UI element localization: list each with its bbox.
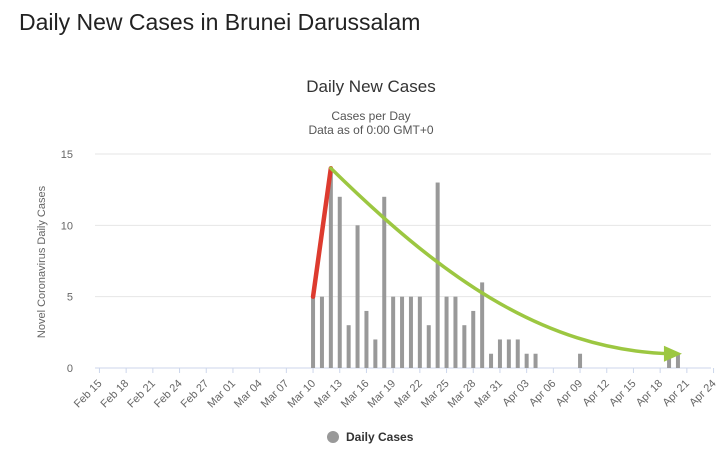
bar xyxy=(382,196,387,368)
bar xyxy=(408,296,413,368)
x-tick-label: Apr 03 xyxy=(500,378,531,409)
bar xyxy=(373,339,378,368)
x-tick-label: Apr 09 xyxy=(554,378,585,409)
trend-annotations xyxy=(310,166,682,362)
x-tick-label: Mar 22 xyxy=(392,378,425,411)
legend[interactable]: Daily Cases xyxy=(327,430,414,444)
x-tick-label: Feb 21 xyxy=(125,378,158,411)
bar xyxy=(515,339,520,368)
bar xyxy=(471,310,476,368)
bar xyxy=(337,196,342,368)
x-tick-label: Apr 21 xyxy=(661,378,692,409)
x-tick-label: Mar 19 xyxy=(366,378,399,411)
legend-label: Daily Cases xyxy=(346,430,414,444)
y-axis-ticks: 0 5 10 15 xyxy=(61,149,73,375)
page-heading: Daily New Cases in Brunei Darussalam xyxy=(19,9,421,35)
x-tick-label: Mar 13 xyxy=(312,378,345,411)
bar xyxy=(435,182,440,368)
rise-trend-line xyxy=(310,166,334,299)
x-tick-label: Mar 01 xyxy=(205,378,238,411)
x-tick-label: Mar 25 xyxy=(419,378,452,411)
bar xyxy=(328,168,333,368)
bar xyxy=(364,310,369,368)
bar xyxy=(497,339,502,368)
x-tick-label: Feb 27 xyxy=(179,378,212,411)
x-tick-label: Apr 15 xyxy=(607,378,638,409)
x-tick-label: Apr 06 xyxy=(527,378,558,409)
x-tick-label: Feb 18 xyxy=(99,378,132,411)
chart-subtitle-line-1: Cases per Day xyxy=(331,109,410,123)
x-tick-label: Mar 07 xyxy=(259,378,292,411)
bar xyxy=(426,325,431,368)
x-tick-label: Mar 28 xyxy=(446,378,479,411)
bar xyxy=(346,325,351,368)
bar xyxy=(400,296,405,368)
x-tick-label: Mar 04 xyxy=(232,378,265,411)
bar xyxy=(667,353,672,368)
bar xyxy=(355,225,360,368)
x-tick-label: Apr 18 xyxy=(634,378,665,409)
x-tick-label: Feb 24 xyxy=(152,378,185,411)
bar xyxy=(391,296,396,368)
bar xyxy=(578,353,583,368)
bar xyxy=(417,296,422,368)
bar xyxy=(675,353,680,368)
decline-trend-curve xyxy=(329,166,674,356)
bar xyxy=(524,353,529,368)
x-tick-label: Apr 12 xyxy=(580,378,611,409)
x-tick-label: Feb 15 xyxy=(72,378,105,411)
bar xyxy=(533,353,538,368)
bar xyxy=(444,296,449,368)
legend-marker xyxy=(327,431,339,443)
bar xyxy=(453,296,458,368)
x-tick-label: Apr 24 xyxy=(687,378,718,409)
x-tick-label: Mar 10 xyxy=(285,378,318,411)
chart-title: Daily New Cases xyxy=(306,77,435,96)
y-tick-label: 10 xyxy=(61,220,73,232)
bar xyxy=(462,325,467,368)
x-tick-label: Mar 16 xyxy=(339,378,372,411)
y-axis-label: Novel Coronavirus Daily Cases xyxy=(36,185,48,338)
bar-series xyxy=(311,168,680,368)
decline-arrow-head xyxy=(663,345,682,362)
chart-subtitle-line-2: Data as of 0:00 GMT+0 xyxy=(308,123,433,137)
x-tick-label: Mar 31 xyxy=(472,378,505,411)
bar xyxy=(506,339,511,368)
bar xyxy=(480,282,485,368)
y-tick-label: 15 xyxy=(61,149,73,161)
bar xyxy=(319,296,324,368)
y-tick-label: 0 xyxy=(67,363,73,375)
bar xyxy=(489,353,494,368)
y-tick-label: 5 xyxy=(67,292,73,304)
bar xyxy=(311,296,316,368)
